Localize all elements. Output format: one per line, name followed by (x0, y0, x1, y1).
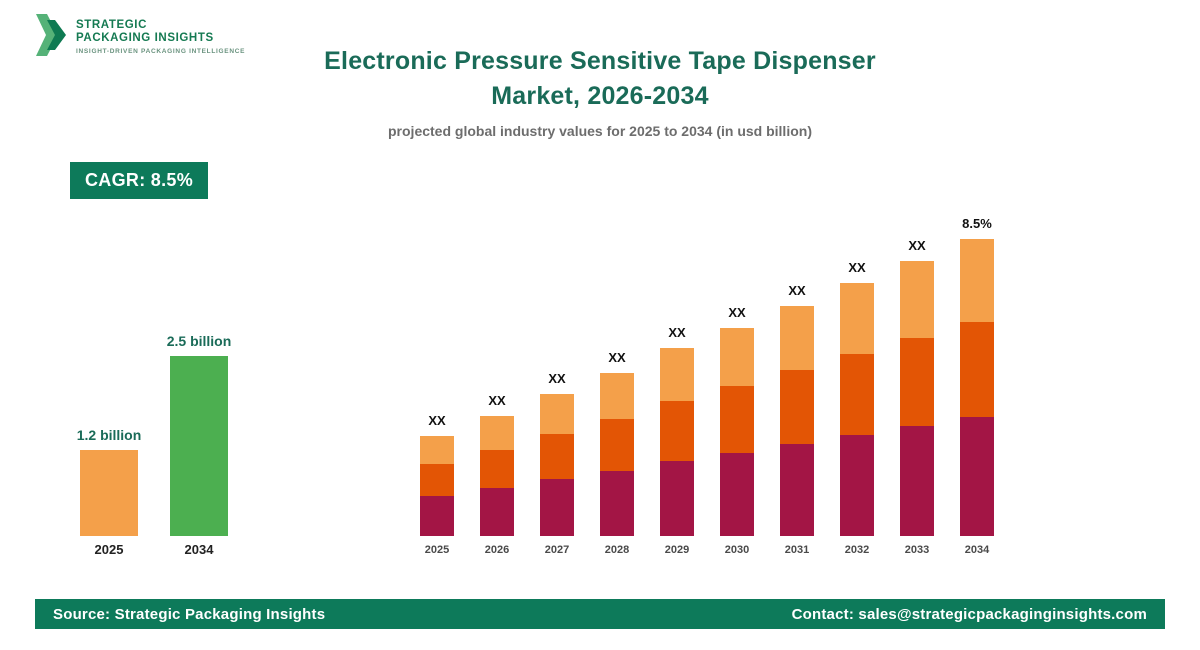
stacked-year-label: 2031 (784, 544, 810, 556)
stacked-bar-group: XX 2032 (840, 198, 874, 558)
stacked-year-label: 2028 (604, 544, 630, 556)
stacked-segment-middle-segment (600, 419, 634, 471)
chevron-logo-icon (34, 12, 68, 63)
stacked-bar-group: XX 2029 (660, 198, 694, 558)
stacked-segment-middle-segment (780, 370, 814, 444)
stacked-segment-top-segment (840, 283, 874, 354)
stacked-bar (780, 306, 814, 536)
stacked-segment-bottom-segment (540, 479, 574, 536)
stacked-segment-bottom-segment (660, 461, 694, 536)
stacked-bar (660, 348, 694, 536)
stacked-segment-top-segment (540, 394, 574, 434)
stacked-bar (600, 373, 634, 536)
footer-bar: Source: Strategic Packaging Insights Con… (35, 599, 1165, 629)
stacked-bar-label: 8.5% (962, 216, 992, 231)
stacked-bar-label: XX (788, 283, 806, 298)
stacked-bar-group: 8.5% 2034 (960, 198, 994, 558)
stacked-segment-middle-segment (720, 386, 754, 453)
stacked-segment-bottom-segment (840, 435, 874, 536)
stacked-bar-group: XX 2033 (900, 198, 934, 558)
stacked-year-label: 2027 (544, 544, 570, 556)
stacked-year-label: 2033 (904, 544, 930, 556)
logo-line2: PACKAGING INSIGHTS (76, 32, 214, 45)
stacked-bar (720, 328, 754, 536)
stacked-year-label: 2030 (724, 544, 750, 556)
stacked-segment-middle-segment (660, 401, 694, 461)
logo-line1: STRATEGIC (76, 19, 147, 32)
stacked-bar (960, 239, 994, 536)
stacked-segment-top-segment (660, 348, 694, 401)
stacked-year-label: 2025 (424, 544, 450, 556)
page-header: Electronic Pressure Sensitive Tape Dispe… (0, 44, 1200, 139)
brand-logo: STRATEGIC PACKAGING INSIGHTS INSIGHT-DRI… (34, 12, 245, 63)
stacked-chart: XX 2025 XX 2026 XX 2027 XX 2028 XX 2029 XX 2030 XX 20… (420, 198, 994, 558)
stacked-bar (900, 261, 934, 536)
stacked-segment-bottom-segment (420, 496, 454, 536)
stacked-bar (420, 436, 454, 536)
stacked-bar-label: XX (488, 393, 506, 408)
stacked-bar (540, 394, 574, 536)
stacked-segment-bottom-segment (480, 488, 514, 536)
page-subtitle: projected global industry values for 202… (388, 123, 812, 139)
stacked-bar-group: XX 2031 (780, 198, 814, 558)
page-title-line1: Electronic Pressure Sensitive Tape Dispe… (324, 47, 876, 75)
stacked-bar-label: XX (848, 260, 866, 275)
stacked-bar (840, 283, 874, 536)
footer-contact: Contact: sales@strategicpackaginginsight… (791, 605, 1147, 623)
cagr-badge: CAGR: 8.5% (70, 162, 209, 199)
stacked-segment-middle-segment (480, 450, 514, 488)
stacked-bar-label: XX (668, 325, 686, 340)
stacked-bar-group: XX 2026 (480, 198, 514, 558)
summary-bar-group: 1.2 billion 2025 (77, 307, 142, 557)
stacked-segment-top-segment (780, 306, 814, 370)
stacked-segment-middle-segment (540, 434, 574, 479)
stacked-segment-middle-segment (900, 338, 934, 426)
stacked-year-label: 2026 (484, 544, 510, 556)
stacked-segment-top-segment (480, 416, 514, 450)
stacked-bar-label: XX (548, 371, 566, 386)
summary-bar (170, 356, 228, 536)
stacked-year-label: 2029 (664, 544, 690, 556)
stacked-bar-group: XX 2030 (720, 198, 754, 558)
summary-year-label: 2034 (184, 542, 214, 557)
stacked-segment-middle-segment (840, 354, 874, 435)
stacked-segment-top-segment (420, 436, 454, 464)
summary-value-label: 1.2 billion (76, 427, 142, 443)
stacked-segment-top-segment (960, 239, 994, 322)
stacked-segment-bottom-segment (600, 471, 634, 536)
stacked-segment-top-segment (600, 373, 634, 419)
stacked-segment-bottom-segment (720, 453, 754, 536)
stacked-segment-bottom-segment (960, 417, 994, 536)
stacked-year-label: 2034 (964, 544, 990, 556)
stacked-bar-group: XX 2027 (540, 198, 574, 558)
stacked-segment-middle-segment (960, 322, 994, 417)
stacked-bar-label: XX (728, 305, 746, 320)
summary-bar (80, 450, 138, 536)
stacked-segment-top-segment (720, 328, 754, 386)
stacked-segment-middle-segment (420, 464, 454, 496)
stacked-bar-group: XX 2025 (420, 198, 454, 558)
stacked-segment-bottom-segment (780, 444, 814, 536)
page-title-line2: Market, 2026-2034 (491, 82, 709, 110)
summary-bar-group: 2.5 billion 2034 (167, 307, 232, 557)
summary-year-label: 2025 (94, 542, 124, 557)
stacked-year-label: 2032 (844, 544, 870, 556)
stacked-bar-label: XX (908, 238, 926, 253)
stacked-segment-top-segment (900, 261, 934, 338)
stacked-segment-bottom-segment (900, 426, 934, 536)
stacked-bar-label: XX (428, 413, 446, 428)
summary-value-label: 2.5 billion (166, 333, 232, 349)
stacked-bar-label: XX (608, 350, 626, 365)
stacked-bar-group: XX 2028 (600, 198, 634, 558)
logo-tagline: INSIGHT-DRIVEN PACKAGING INTELLIGENCE (76, 48, 246, 56)
summary-chart: 1.2 billion 2025 2.5 billion 2034 (77, 307, 232, 557)
footer-source: Source: Strategic Packaging Insights (53, 605, 326, 623)
stacked-bar (480, 416, 514, 536)
